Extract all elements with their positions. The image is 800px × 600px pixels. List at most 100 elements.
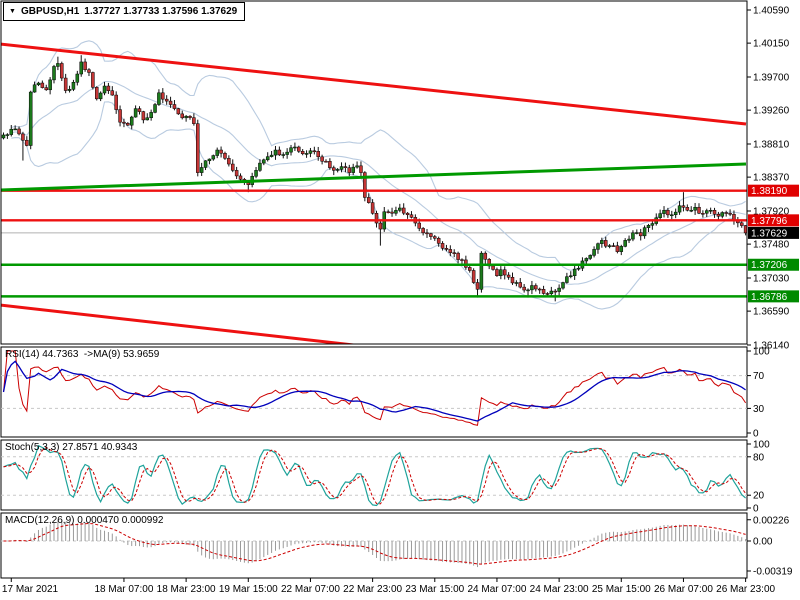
bear-candle-body — [63, 77, 68, 91]
support-price-badge-label: 1.37206 — [751, 260, 788, 271]
bull-candle-body — [215, 149, 219, 156]
current-price-badge-label: 1.37629 — [751, 228, 788, 239]
bull-candle-body — [576, 267, 581, 270]
bull-candle-body — [289, 147, 293, 153]
bull-candle-body — [281, 154, 285, 156]
bear-candle-body — [324, 160, 328, 163]
indicator-tick-label: 0.00 — [753, 537, 773, 548]
symbol-title-box[interactable]: ▼ GBPUSD,H1 1.37727 1.37733 1.37596 1.37… — [3, 2, 246, 21]
chart-dropdown-icon[interactable]: ▼ — [9, 7, 16, 15]
time-tick-label: 18 Mar 07:00 — [94, 584, 153, 595]
indicator-tick-label: 0.00226 — [753, 515, 790, 526]
bear-candle-body — [417, 222, 421, 229]
bull-candle-body — [339, 166, 344, 170]
time-tick-label: 19 Mar 15:00 — [219, 584, 278, 595]
price-tick-label: 1.38370 — [753, 173, 790, 184]
price-scale[interactable]: 1.40590 1.40150 1.39700 1.39260 1.38810 1.383… — [747, 6, 799, 578]
time-scale[interactable]: 17 Mar 2021 18 Mar 07:00 18 Mar 23:00 19 Ma… — [2, 578, 776, 595]
trendline-lower-descending-red — [1, 303, 358, 344]
time-tick-label: 26 Mar 23:00 — [716, 584, 775, 595]
price-tick-label: 1.37920 — [753, 206, 790, 217]
bear-candle-body — [697, 206, 701, 214]
resistance-price-badge — [748, 184, 799, 197]
price-tick-label: 1.37480 — [753, 240, 790, 251]
bear-candle-body — [347, 167, 352, 173]
bear-candle-body — [164, 98, 169, 102]
main-chart-area[interactable] — [0, 40, 747, 348]
bear-candle-body — [126, 122, 130, 126]
bull-candle-body — [526, 289, 530, 292]
bear-candle-body — [436, 238, 441, 244]
bear-candle-body — [332, 167, 336, 171]
bear-candle-body — [87, 69, 91, 73]
bear-candle-body — [370, 202, 375, 214]
bear-candle-body — [230, 163, 235, 171]
bull-candle-body — [32, 84, 37, 93]
bull-candle-body — [335, 169, 340, 171]
bull-candle-body — [588, 255, 592, 259]
bear-candle-body — [506, 274, 511, 278]
bear-candle-body — [188, 115, 192, 118]
bear-candle-body — [234, 170, 239, 177]
bear-candle-body — [277, 149, 282, 156]
bear-candle-body — [246, 182, 251, 185]
bollinger-middle-band — [11, 80, 746, 285]
bear-candle-body — [666, 209, 670, 216]
bear-candle-body — [141, 111, 146, 121]
bear-candle-body — [522, 286, 526, 291]
bear-candle-body — [460, 259, 464, 261]
bull-candle-body — [36, 82, 41, 86]
bear-candle-body — [728, 213, 732, 215]
bear-candle-body — [25, 139, 29, 146]
price-tick-label: 1.39700 — [753, 72, 790, 83]
bull-candle-body — [199, 167, 204, 173]
rsi-indicator-label: RSI(14) 44.7363 ->MA(9) 53.9659 — [5, 349, 160, 360]
bear-candle-body — [161, 92, 165, 100]
bear-candle-body — [444, 248, 449, 250]
time-tick-label: 26 Mar 07:00 — [654, 584, 713, 595]
bull-candle-body — [145, 117, 150, 121]
bear-candle-body — [553, 290, 557, 293]
bull-candle-body — [28, 91, 33, 146]
bull-candle-body — [355, 165, 359, 168]
bull-candle-body — [5, 134, 10, 136]
bear-candle-body — [716, 213, 721, 217]
bull-candle-body — [635, 232, 639, 234]
bull-candle-body — [479, 252, 484, 290]
bear-candle-body — [712, 209, 717, 215]
bear-candle-body — [21, 133, 25, 141]
rsi-panel-border — [0, 346, 748, 438]
bull-candle-body — [623, 240, 627, 247]
bear-candle-body — [83, 61, 87, 70]
bull-candle-body — [514, 282, 519, 284]
bear-candle-body — [518, 282, 523, 288]
price-tick-label: 1.36140 — [753, 340, 790, 351]
bull-candle-body — [13, 128, 17, 131]
time-tick-label: 17 Mar 2021 — [2, 584, 59, 595]
trendline-ascending-green — [1, 162, 747, 192]
bull-candle-body — [670, 214, 674, 217]
bear-candle-body — [386, 211, 390, 214]
bear-candle-body — [537, 288, 542, 291]
bear-candle-body — [60, 63, 64, 79]
bull-candle-body — [549, 290, 554, 295]
bear-candle-body — [638, 232, 643, 237]
bear-candle-body — [425, 232, 429, 235]
bear-candle-body — [44, 87, 48, 91]
bear-candle-body — [180, 113, 184, 119]
bear-candle-body — [429, 233, 433, 237]
bull-candle-body — [631, 232, 635, 240]
bear-candle-body — [545, 293, 550, 295]
bear-candle-body — [363, 172, 367, 198]
bear-candle-body — [390, 211, 394, 214]
bear-candle-body — [137, 108, 142, 112]
resistance-price-badge-label: 1.38190 — [751, 186, 788, 197]
bear-candle-body — [468, 267, 472, 271]
bull-candle-body — [584, 258, 589, 262]
current-price-badge — [748, 226, 799, 239]
bear-candle-body — [611, 245, 616, 247]
bear-candle-body — [110, 90, 115, 96]
candles — [1, 55, 747, 302]
bear-candle-body — [238, 175, 243, 180]
